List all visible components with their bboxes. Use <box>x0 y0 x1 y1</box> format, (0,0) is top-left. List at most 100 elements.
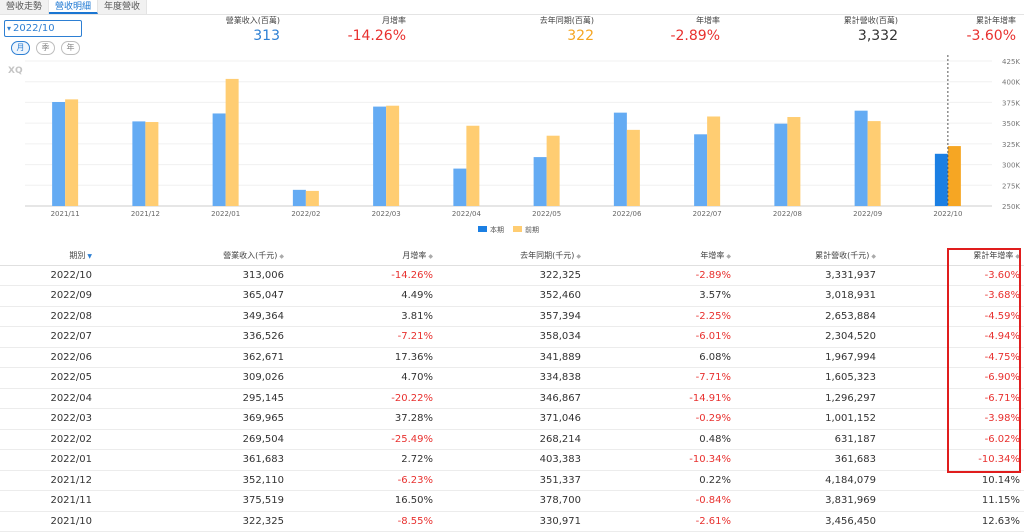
table-row[interactable]: 2022/06 362,671 17.36% 341,889 6.08% 1,967,99… <box>0 347 1024 368</box>
table-row[interactable]: 2022/09 365,047 4.49% 352,460 3.57% 3,018,931… <box>0 285 1024 307</box>
table-row[interactable]: 2022/08 349,364 3.81% 357,394 -2.25% 2,653,88… <box>0 306 1024 327</box>
table-cell: 309,026 <box>96 367 288 389</box>
bar-previous <box>466 125 480 206</box>
table-row[interactable]: 2022/01 361,683 2.72% 403,383 -10.34% 361,683… <box>0 449 1024 471</box>
table-cell: 6.08% <box>585 347 735 368</box>
bar-previous <box>867 121 881 206</box>
table-row[interactable]: 2022/04 295,145 -20.22% 346,867 -14.91% 1,296… <box>0 388 1024 409</box>
y-tick-label: 400K <box>1002 79 1020 87</box>
freq-monthly-button[interactable]: 月 <box>11 41 30 55</box>
table-row[interactable]: 2021/12 352,110 -6.23% 351,337 0.22% 4,184,07… <box>0 470 1024 491</box>
table-cell: 378,700 <box>437 490 585 512</box>
col-cumulative-header[interactable]: 累計營收(千元) ◆ <box>735 247 880 266</box>
y-tick-label: 275K <box>1002 182 1020 190</box>
table-cell: 369,965 <box>96 408 288 430</box>
table-row[interactable]: 2022/05 309,026 4.70% 334,838 -7.71% 1,605,32… <box>0 367 1024 389</box>
table-cell: -25.49% <box>288 429 437 450</box>
revenue-table: 期別 ▼ 營業收入(千元) ◆ 月增率 ◆ 去年同期(千元) ◆ 年增率 ◆ 累計營收(千… <box>0 247 1024 532</box>
table-cell: 4,184,079 <box>735 470 880 491</box>
bar-current <box>774 123 788 206</box>
x-tick-label: 2022/04 <box>452 210 482 218</box>
table-cell: 2022/10 <box>0 265 96 286</box>
table-cell: -10.34% <box>585 449 735 471</box>
table-cell: 37.28% <box>288 408 437 430</box>
table-cell: 371,046 <box>437 408 585 430</box>
x-tick-label: 2022/06 <box>612 210 642 218</box>
tab-annual-revenue[interactable]: 年度營收 <box>98 0 148 14</box>
freq-yearly-button[interactable]: 年 <box>61 41 80 55</box>
legend-label: 本期 <box>490 225 504 234</box>
bar-current <box>854 110 868 206</box>
table-cell: -3.98% <box>880 408 1024 430</box>
col-mom-header[interactable]: 月增率 ◆ <box>288 247 437 266</box>
table-header-row: 期別 ▼ 營業收入(千元) ◆ 月增率 ◆ 去年同期(千元) ◆ 年增率 ◆ 累計營收(千… <box>0 247 1024 266</box>
col-period-header[interactable]: 期別 ▼ <box>0 247 96 266</box>
table-cell: -8.55% <box>288 511 437 532</box>
table-cell: 357,394 <box>437 306 585 327</box>
table-cell: -7.71% <box>585 367 735 389</box>
table-cell: 358,034 <box>437 326 585 348</box>
table-cell: -3.60% <box>880 265 1024 286</box>
revenue-bar-chart: 425K 400K 375K 350K 325K 300K 275K 250K 2021/11 2… <box>25 55 1020 234</box>
table-row[interactable]: 2022/03 369,965 37.28% 371,046 -0.29% 1,001,1… <box>0 408 1024 430</box>
col-cumulative-yoy-header[interactable]: 累計年增率 ◆ <box>880 247 1024 266</box>
table-cell: 346,867 <box>437 388 585 409</box>
xq-watermark: XQ <box>8 66 23 76</box>
bar-previous <box>546 135 560 206</box>
table-cell: 2022/01 <box>0 449 96 471</box>
x-tick-label: 2021/11 <box>51 210 80 218</box>
x-tick-label: 2022/03 <box>372 210 401 218</box>
summary-value: -14.26% <box>347 28 406 44</box>
table-cell: -2.89% <box>585 265 735 286</box>
chevron-down-icon: ▾ <box>7 24 12 33</box>
table-cell: 3,456,450 <box>735 511 880 532</box>
table-cell: 361,683 <box>96 449 288 471</box>
table-cell: -6.71% <box>880 388 1024 409</box>
summary-value: 3,332 <box>857 28 898 44</box>
bar-previous <box>65 99 79 206</box>
table-row[interactable]: 2021/10 322,325 -8.55% 330,971 -2.61% 3,456,4… <box>0 511 1024 532</box>
table-cell: 3.57% <box>585 285 735 307</box>
table-cell: 2022/04 <box>0 388 96 409</box>
table-cell: -4.75% <box>880 347 1024 368</box>
table-cell: 403,383 <box>437 449 585 471</box>
table-row[interactable]: 2022/10 313,006 -14.26% 322,325 -2.89% 3,331,… <box>0 265 1024 286</box>
col-revenue-header[interactable]: 營業收入(千元) ◆ <box>96 247 288 266</box>
summary-label: 年增率 <box>696 16 720 25</box>
summary-label: 累計年增率 <box>976 16 1016 25</box>
table-cell: 1,296,297 <box>735 388 880 409</box>
freq-quarterly-button[interactable]: 季 <box>36 41 55 55</box>
y-tick-label: 325K <box>1002 141 1020 149</box>
table-cell: 322,325 <box>437 265 585 286</box>
table-cell: 16.50% <box>288 490 437 512</box>
tab-divider <box>0 14 1024 15</box>
tab-bar: 營收走勢 營收明細 年度營收 <box>0 0 148 14</box>
table-row[interactable]: 2021/11 375,519 16.50% 378,700 -0.84% 3,831,9… <box>0 490 1024 512</box>
summary-mom: 月增率 -14.26% <box>326 15 406 45</box>
table-cell: 2021/10 <box>0 511 96 532</box>
x-tick-label: 2022/10 <box>933 210 962 218</box>
tab-revenue-trend[interactable]: 營收走勢 <box>0 0 50 14</box>
table-row[interactable]: 2022/02 269,504 -25.49% 268,214 0.48% 631,187… <box>0 429 1024 450</box>
table-cell: -0.84% <box>585 490 735 512</box>
table-cell: 2021/12 <box>0 470 96 491</box>
table-row[interactable]: 2022/07 336,526 -7.21% 358,034 -6.01% 2,304,5… <box>0 326 1024 348</box>
table-cell: 2022/08 <box>0 306 96 327</box>
table-cell: 351,337 <box>437 470 585 491</box>
table-cell: 12.63% <box>880 511 1024 532</box>
tab-revenue-detail[interactable]: 營收明細 <box>49 0 99 14</box>
period-select[interactable]: ▾ 2022/10 <box>4 20 82 37</box>
bar-previous <box>145 122 159 206</box>
table-cell: 2.72% <box>288 449 437 471</box>
col-yoy-header[interactable]: 年增率 ◆ <box>585 247 735 266</box>
table-cell: -2.61% <box>585 511 735 532</box>
y-tick-label: 375K <box>1002 99 1020 107</box>
table-cell: 3,831,969 <box>735 490 880 512</box>
table-cell: -4.94% <box>880 326 1024 348</box>
x-tick-label: 2022/01 <box>211 210 240 218</box>
table-cell: 375,519 <box>96 490 288 512</box>
sort-icon: ◆ <box>1015 253 1020 261</box>
table-cell: 4.49% <box>288 285 437 307</box>
table-cell: -0.29% <box>585 408 735 430</box>
col-last-year-header[interactable]: 去年同期(千元) ◆ <box>437 247 585 266</box>
